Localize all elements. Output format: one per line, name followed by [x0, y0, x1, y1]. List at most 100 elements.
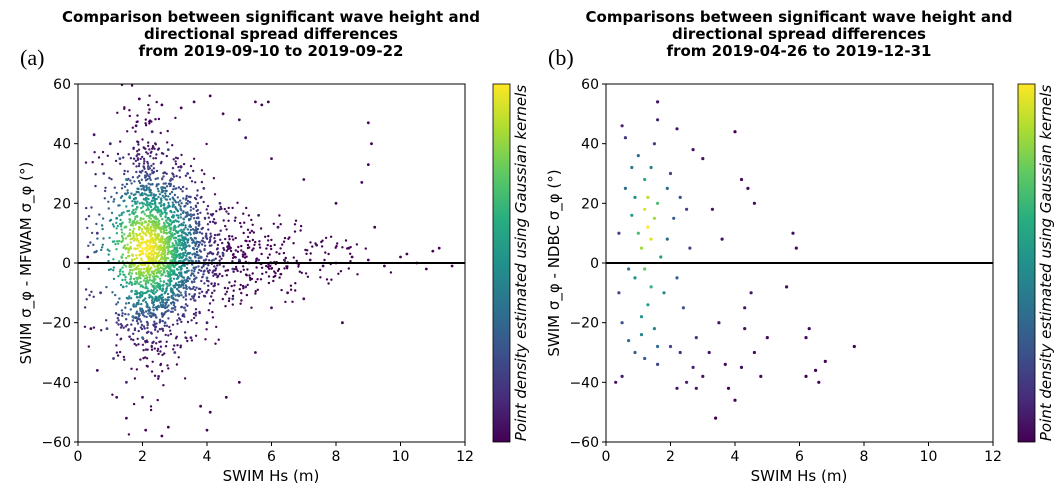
density-point [167, 201, 170, 205]
density-point [192, 207, 195, 210]
density-point [128, 218, 131, 221]
density-point [172, 185, 175, 188]
density-point [152, 157, 155, 160]
density-point [189, 164, 193, 168]
density-point [137, 148, 141, 151]
density-point [265, 271, 268, 274]
density-point [172, 158, 175, 161]
density-point [190, 339, 194, 342]
x-tick-label: 0 [602, 449, 611, 465]
density-point [159, 287, 162, 291]
density-point [174, 294, 177, 297]
density-point [161, 370, 164, 373]
density-point [184, 298, 188, 301]
density-point [179, 259, 182, 263]
data-point [765, 336, 769, 340]
density-point [118, 214, 121, 217]
density-point [270, 247, 273, 251]
density-point [197, 216, 200, 220]
density-point [118, 270, 122, 273]
density-point [168, 267, 171, 270]
data-point [823, 359, 827, 363]
density-point [144, 310, 148, 313]
density-point [125, 318, 128, 321]
density-point [246, 283, 249, 287]
density-point [153, 320, 156, 323]
density-point [349, 260, 352, 263]
density-point [278, 214, 281, 217]
density-point [289, 288, 293, 291]
density-point [213, 269, 216, 272]
density-point [128, 213, 131, 216]
density-point [118, 297, 121, 300]
density-point [84, 218, 88, 221]
density-point [159, 350, 162, 353]
density-point [127, 251, 130, 254]
data-point [691, 148, 695, 152]
data-point [192, 100, 196, 104]
density-point [145, 291, 148, 294]
data-point [105, 327, 109, 330]
density-point [158, 202, 161, 205]
density-point [154, 142, 157, 145]
density-point [188, 293, 191, 296]
density-point [150, 332, 153, 335]
density-point [133, 342, 136, 346]
density-point [93, 151, 96, 154]
density-point [233, 219, 237, 222]
density-point [170, 279, 173, 283]
density-point [269, 264, 272, 268]
density-point [103, 197, 107, 200]
density-point [283, 267, 286, 270]
density-point [175, 174, 178, 178]
density-point [167, 195, 170, 198]
density-point [187, 231, 190, 235]
density-point [194, 311, 198, 314]
density-point [227, 219, 230, 222]
density-point [147, 228, 150, 232]
density-point [203, 172, 206, 176]
density-point [189, 206, 193, 209]
density-point [181, 283, 185, 287]
density-point [155, 299, 159, 302]
density-point [250, 306, 253, 309]
density-point [174, 283, 177, 287]
data-point [804, 336, 808, 340]
density-point [133, 327, 137, 330]
density-point [217, 251, 220, 254]
density-point [292, 242, 295, 245]
density-point [155, 274, 158, 278]
density-point [149, 405, 153, 408]
colorbar [1017, 83, 1036, 443]
density-point [131, 212, 134, 215]
density-point [165, 228, 168, 232]
density-point [192, 157, 196, 160]
data-point [121, 285, 125, 289]
density-point [305, 252, 308, 255]
y-axis-label: SWIM σ_φ - MFWAM σ_φ (°) [17, 162, 36, 365]
density-point [240, 225, 243, 228]
density-point [254, 290, 257, 293]
density-point [112, 225, 116, 228]
density-point [124, 278, 127, 281]
density-point [154, 204, 157, 207]
density-point [148, 119, 152, 122]
data-point [237, 258, 241, 262]
density-point [131, 220, 134, 223]
density-point [97, 156, 101, 159]
density-point [90, 231, 94, 235]
data-point [154, 285, 157, 289]
density-point [144, 356, 147, 359]
density-point [119, 162, 122, 165]
density-point [94, 250, 98, 254]
density-point [177, 284, 180, 287]
density-point [158, 263, 161, 267]
density-point [116, 111, 119, 115]
density-point [177, 281, 180, 284]
density-point [90, 290, 93, 293]
density-point [136, 264, 140, 268]
density-point [168, 198, 172, 201]
density-point [175, 241, 178, 244]
density-point [254, 280, 258, 284]
plot-area [606, 100, 993, 420]
